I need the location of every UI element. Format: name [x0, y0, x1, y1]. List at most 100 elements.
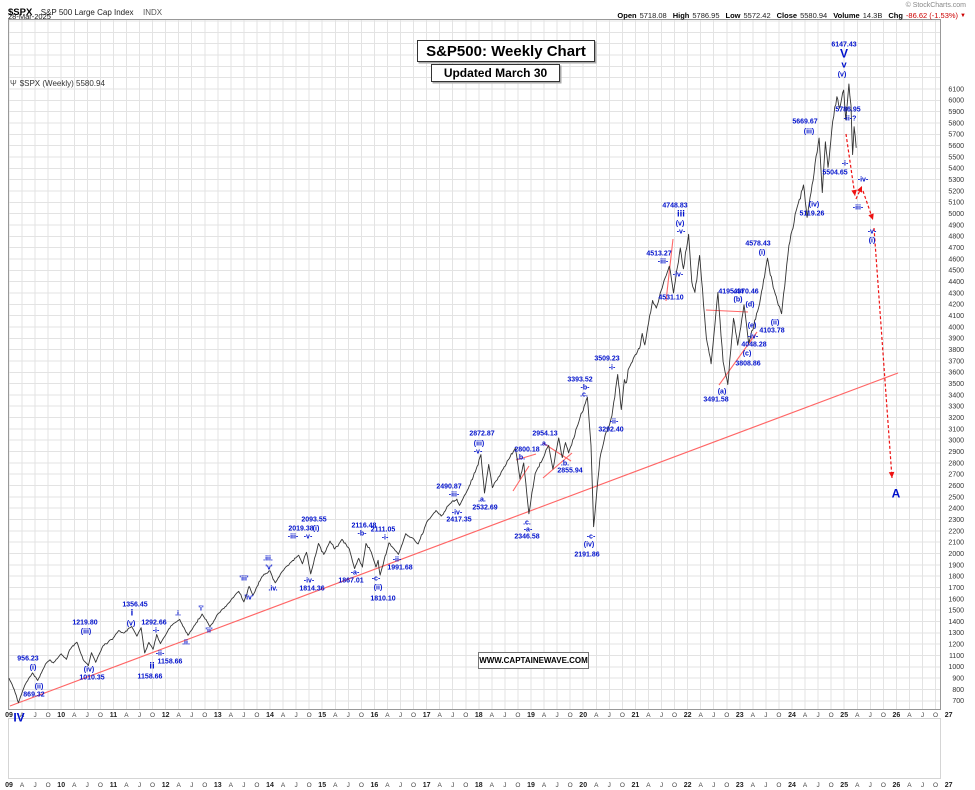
x-axis-month-label: O	[568, 712, 573, 719]
y-axis-label: 1700	[948, 585, 964, 592]
wave-label: 4048.28	[741, 342, 766, 349]
arrowhead-icon	[888, 471, 895, 478]
stat-value-close: 5580.94	[800, 11, 828, 20]
wave-label: -iv-	[858, 177, 869, 184]
chart-title-box: S&P500: Weekly Chart	[417, 40, 595, 62]
x-axis-month-label: J	[86, 712, 89, 719]
x-axis-year-label: 19	[527, 712, 535, 719]
wave-label: -v-	[868, 229, 877, 236]
stat-value-volume: 14.3B	[862, 11, 883, 20]
wave-label: 2346.58	[514, 534, 539, 541]
wave-label: (e)	[748, 323, 757, 330]
x-axis-month-label: O	[515, 712, 520, 719]
x-axis-month-label: A	[490, 782, 495, 789]
x-axis-month-label: J	[138, 782, 141, 789]
x-axis-month-label: J	[33, 712, 36, 719]
wave-label: -iv-	[673, 272, 684, 279]
x-axis-month-label: A	[803, 712, 808, 719]
x-axis-month-label: O	[98, 712, 103, 719]
wave-label: 2954.13	[532, 431, 557, 438]
y-axis-label: 3000	[948, 438, 964, 445]
trendline	[705, 309, 749, 313]
x-axis-month-label: A	[20, 782, 25, 789]
x-axis-year-label: 25	[840, 782, 848, 789]
projection-arrow	[845, 133, 856, 197]
arrowhead-icon	[851, 189, 857, 196]
wave-label: -i-	[842, 161, 849, 168]
x-axis-year-label: 25	[840, 712, 848, 719]
chart-title: S&P500: Weekly Chart	[426, 42, 586, 60]
wave-label: (i)	[313, 526, 320, 533]
x-axis-month-label: J	[86, 782, 89, 789]
volume-panel	[8, 718, 941, 779]
y-axis-label: 5800	[948, 120, 964, 127]
x-axis-month-label: J	[816, 782, 819, 789]
x-axis-month-label: J	[503, 782, 506, 789]
wave-label: (i)	[759, 250, 766, 257]
wave-label: 5669.67	[792, 119, 817, 126]
x-axis-month-label: O	[254, 712, 259, 719]
x-axis-year-label: 11	[110, 782, 118, 789]
wave-label: 3491.58	[703, 397, 728, 404]
wave-label: 3292.40	[598, 427, 623, 434]
wave-label: 4531.10	[658, 295, 683, 302]
wave-label: 2191.86	[574, 552, 599, 559]
wave-label: 'iv'	[244, 595, 254, 602]
y-axis-label: 3700	[948, 358, 964, 365]
x-axis-month-label: A	[385, 782, 390, 789]
wave-label: -i-	[153, 628, 160, 635]
x-axis-month-label: A	[176, 712, 181, 719]
x-axis-month-label: J	[608, 712, 611, 719]
stat-label-chg: Chg	[888, 11, 903, 20]
wave-label: 2532.69	[472, 505, 497, 512]
x-axis-month-label: J	[190, 782, 193, 789]
x-axis-year-label: 27	[945, 782, 953, 789]
x-axis-month-label: A	[385, 712, 390, 719]
wave-label: (iii)	[81, 629, 92, 636]
wave-label: -v-	[474, 449, 483, 456]
wave-label: (iii)	[474, 441, 485, 448]
x-axis-month-label: A	[855, 712, 860, 719]
x-axis-month-label: O	[359, 782, 364, 789]
x-axis-year-label: 24	[788, 712, 796, 719]
x-axis-year-label: 20	[579, 712, 587, 719]
y-axis-label: 1200	[948, 642, 964, 649]
x-axis-month-label: A	[333, 712, 338, 719]
wave-label: 2855.94	[557, 468, 582, 475]
x-axis-month-label: J	[503, 712, 506, 719]
x-axis-month-label: J	[33, 782, 36, 789]
x-axis-year-label: 16	[371, 712, 379, 719]
x-axis-year-label: 26	[893, 782, 901, 789]
wave-label: 2872.87	[469, 431, 494, 438]
watermark-text: WWW.CAPTAINEWAVE.COM	[479, 656, 588, 665]
wave-label: (i)	[869, 238, 876, 245]
x-axis-month-label: O	[150, 782, 155, 789]
legend-text: $SPX (Weekly) 5580.94	[19, 79, 105, 88]
y-axis-label: 3500	[948, 381, 964, 388]
trendline	[9, 372, 899, 707]
wave-label: 4195.44	[718, 289, 743, 296]
wave-label: 3509.23	[594, 356, 619, 363]
x-axis-month-label: A	[20, 712, 25, 719]
update-note-box: Updated March 30	[431, 64, 560, 82]
x-axis-year-label: 22	[684, 712, 692, 719]
x-axis-month-label: A	[542, 782, 547, 789]
wave-label: -iv-	[748, 334, 759, 341]
x-axis-month-label: J	[242, 782, 245, 789]
wave-label: (v)	[127, 621, 136, 628]
y-axis-label: 4900	[948, 222, 964, 229]
wave-label: 1991.68	[387, 565, 412, 572]
projection-arrow	[873, 227, 893, 479]
x-axis-month-label: A	[72, 782, 77, 789]
wave-label: 5786.95	[835, 107, 860, 114]
x-axis-month-label: A	[594, 712, 599, 719]
wave-label: -ii-	[156, 651, 165, 658]
wave-label: -iii-	[853, 205, 864, 212]
wave-label: V	[840, 47, 848, 61]
wave-label: -iii-	[658, 259, 669, 266]
y-axis: 700 800 900 1000 1100 1200 1300 1400 1500 1600 170…	[948, 86, 964, 705]
wave-label: 956.23	[17, 656, 39, 663]
x-axis-year-label: 27	[945, 712, 953, 719]
y-axis-label: 4300	[948, 290, 964, 297]
